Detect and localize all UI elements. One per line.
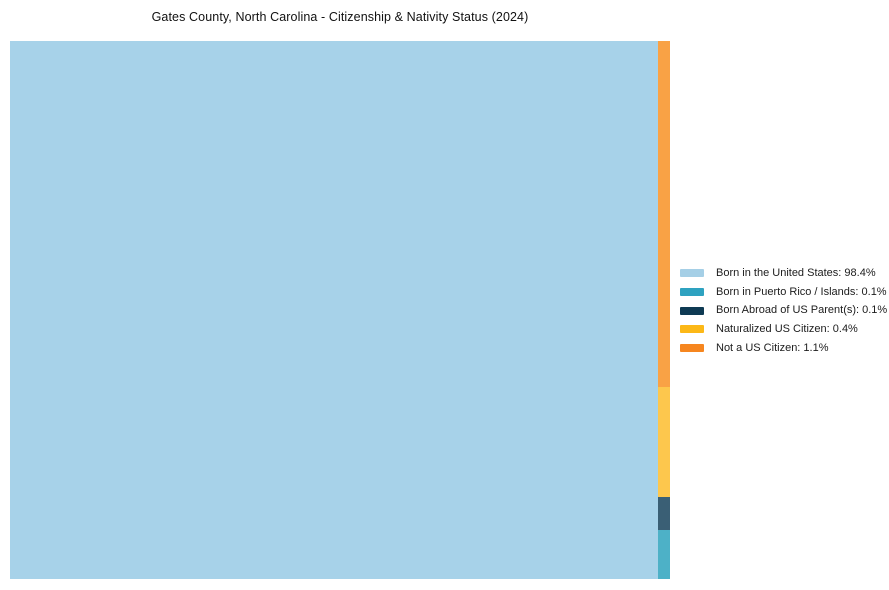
legend-item-born-in-united-states: Born in the United States: 98.4% <box>680 264 887 283</box>
legend-label-naturalized-us-citizen: Naturalized US Citizen: 0.4% <box>716 322 858 335</box>
legend-label-not-a-us-citizen: Not a US Citizen: 1.1% <box>716 341 829 354</box>
chart-title: Gates County, North Carolina - Citizensh… <box>151 10 529 24</box>
legend-label-born-in-united-states: Born in the United States: 98.4% <box>716 266 876 279</box>
legend-item-naturalized-us-citizen: Naturalized US Citizen: 0.4% <box>680 320 887 339</box>
treemap-minor-strip <box>658 41 670 579</box>
legend-item-born-abroad-of-us-parents: Born Abroad of US Parent(s): 0.1% <box>680 301 887 320</box>
treemap-segment-born-in-puerto-rico-islands <box>658 530 670 579</box>
legend: Born in the United States: 98.4% Born in… <box>680 264 887 357</box>
treemap-segment-born-abroad-of-us-parents <box>658 497 670 530</box>
treemap-segment-not-a-us-citizen <box>658 41 670 387</box>
legend-label-born-abroad-of-us-parents: Born Abroad of US Parent(s): 0.1% <box>716 304 888 317</box>
legend-swatch-born-in-united-states <box>680 269 704 278</box>
treemap-segment-naturalized-us-citizen <box>658 387 670 497</box>
legend-label-born-in-puerto-rico-islands: Born in Puerto Rico / Islands: 0.1% <box>716 285 887 298</box>
legend-swatch-naturalized-us-citizen <box>680 325 704 334</box>
legend-item-born-in-puerto-rico-islands: Born in Puerto Rico / Islands: 0.1% <box>680 283 887 302</box>
legend-swatch-not-a-us-citizen <box>680 344 704 353</box>
treemap <box>10 41 670 579</box>
legend-swatch-born-in-puerto-rico-islands <box>680 288 704 297</box>
legend-item-not-a-us-citizen: Not a US Citizen: 1.1% <box>680 339 887 358</box>
treemap-segment-born-in-united-states <box>10 41 658 579</box>
legend-swatch-born-abroad-of-us-parents <box>680 306 704 315</box>
